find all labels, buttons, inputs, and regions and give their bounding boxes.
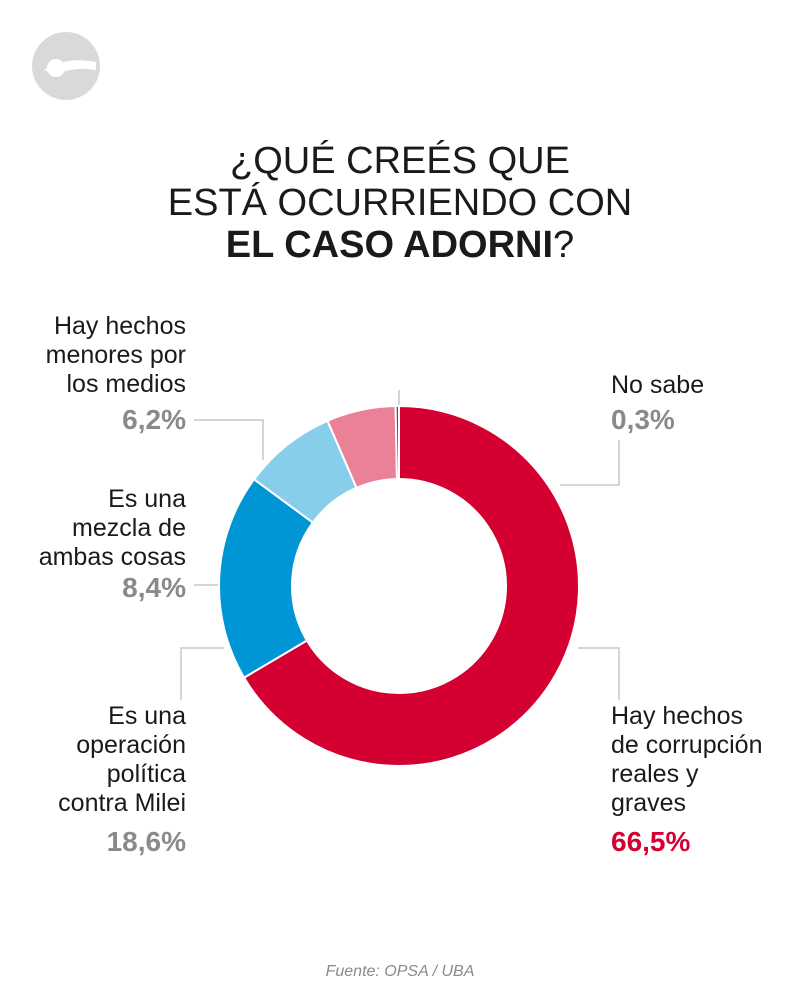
leader-menores <box>194 419 264 460</box>
leader-operacion <box>180 647 224 700</box>
leader-corrupcion <box>578 647 620 700</box>
leader-lines <box>180 390 620 700</box>
label-menores: Hay hechos menores por los medios <box>45 312 186 398</box>
title-bold-part: EL CASO ADORNI <box>225 224 554 266</box>
donut-slices <box>218 404 580 767</box>
pct-nosabe: 0,3% <box>611 404 675 435</box>
slice-corrupcion <box>242 404 580 767</box>
label-mezcla: Es una mezcla de ambas cosas <box>38 485 186 571</box>
title-line-1: ¿QUÉ CREÉS QUE <box>230 140 570 182</box>
title-line-2: ESTÁ OCURRIENDO CON <box>167 182 633 224</box>
publisher-logo <box>32 32 100 100</box>
pct-corrupcion: 66,5% <box>611 826 691 857</box>
pct-operacion: 18,6% <box>106 826 186 857</box>
slice-nosabe <box>394 404 400 481</box>
label-operacion: Es una operación política contra Milei <box>58 702 186 817</box>
leader-nosabe <box>398 390 620 486</box>
pct-menores: 6,2% <box>122 404 186 435</box>
title-line-3: EL CASO ADORNI? <box>0 224 800 266</box>
chart-title: ¿QUÉ CREÉS QUE ESTÁ OCURRIENDO CON EL CA… <box>0 140 800 266</box>
label-corrupcion: Hay hechos de corrupción reales y graves <box>611 702 763 817</box>
title-end: ? <box>553 224 575 266</box>
pct-mezcla: 8,4% <box>122 572 186 603</box>
label-nosabe: No sabe <box>611 371 705 399</box>
source-note: Fuente: OPSA / UBA <box>325 963 475 980</box>
